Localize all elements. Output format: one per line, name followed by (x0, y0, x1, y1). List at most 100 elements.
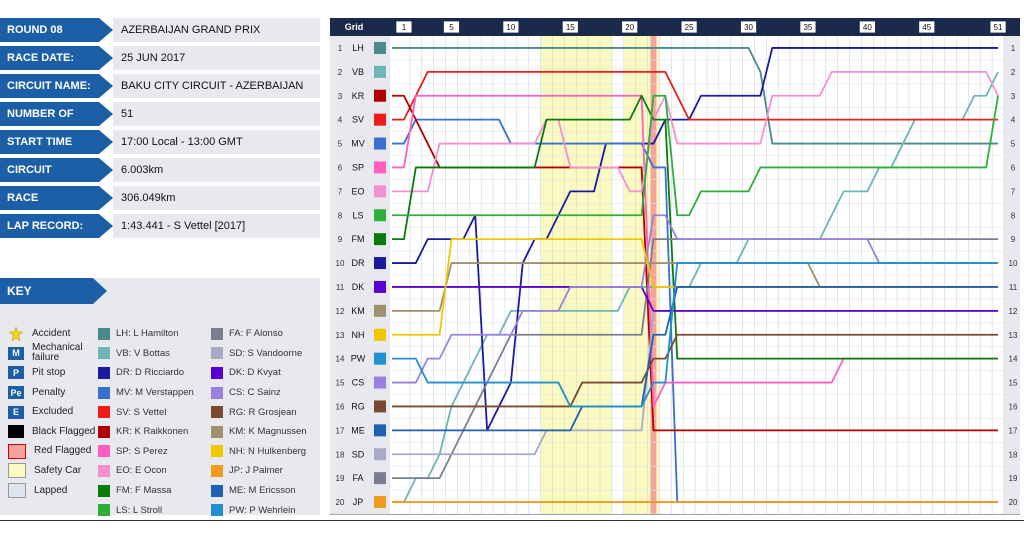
info-row: NUMBER OF LAPS:51 (0, 102, 320, 144)
driver-color-swatch (211, 484, 223, 497)
position-label: 6 (338, 163, 343, 172)
bottom-divider (0, 520, 1024, 521)
position-label: 13 (1009, 331, 1018, 340)
lap-tick-box (989, 20, 1007, 34)
grid-driver-code: PW (351, 354, 366, 364)
grid-header: Grid (345, 22, 364, 32)
driver-line-ls (392, 94, 999, 217)
driver-color-swatch (211, 327, 223, 340)
driver-legend-label: LS: L Stroll (116, 504, 163, 516)
driver-legend-item: PW: P Wehrlein (211, 500, 316, 520)
driver-color-swatch (98, 406, 110, 419)
info-label: START TIME (0, 130, 113, 154)
info-value: 306.049km (113, 186, 320, 210)
info-label: LAP RECORD: (0, 214, 113, 238)
info-value: 1:43.441 - S Vettel [2017] (113, 214, 320, 238)
driver-legend-label: FM: F Massa (116, 485, 172, 497)
lap-tick-box (680, 20, 698, 34)
driver-line-rg (392, 333, 999, 408)
info-value: 51 (113, 102, 320, 126)
grid-driver-swatch (374, 257, 386, 270)
driver-legend-item: SD: S Vandoorne (211, 344, 316, 364)
grid-driver-code: FA (352, 473, 363, 483)
driver-legend-label: JP: J Palmer (229, 465, 283, 477)
grid-driver-code: KR (352, 91, 365, 101)
driver-legend-item: RG: R Grosjean (211, 402, 316, 422)
driver-color-swatch (211, 445, 223, 458)
driver-legend-label: KM: K Magnussen (229, 426, 307, 438)
key-label: Safety Car (34, 464, 82, 476)
grid-driver-code: NH (352, 330, 365, 340)
driver-legend-label: MV: M Verstappen (116, 387, 194, 399)
grid-driver-swatch (374, 280, 386, 293)
driver-legend-label: DK: D Kvyat (229, 367, 281, 379)
info-value: AZERBAIJAN GRAND PRIX (113, 18, 320, 42)
key-item: Accident (8, 324, 104, 344)
driver-color-swatch (98, 464, 110, 477)
position-label: 2 (338, 68, 343, 77)
lap-tick-label: 40 (863, 23, 872, 32)
key-item: Black Flagged (8, 422, 104, 442)
driver-line-pw (392, 262, 999, 408)
driver-legend-label: PW: P Wehrlein (229, 504, 296, 516)
grid-driver-swatch (374, 185, 386, 198)
driver-color-swatch (98, 425, 110, 438)
driver-legend-label: EO: E Ocon (116, 465, 167, 477)
lap-tick-label: 1 (402, 23, 407, 32)
driver-legend-item: ME: M Ericsson (211, 481, 316, 501)
position-label: 5 (338, 140, 343, 149)
safety-car-icon (8, 463, 26, 479)
grid-driver-swatch (374, 65, 386, 78)
driver-color-swatch (98, 347, 110, 360)
key-panel: KEY Accident M Mechanical failure P Pit stop… (0, 278, 320, 517)
position-label: 3 (338, 92, 343, 101)
penalty-icon: Pe (8, 386, 24, 400)
lap-tick-label: 25 (685, 23, 694, 32)
key-label: Accident (32, 327, 71, 339)
grid-driver-code: ME (351, 425, 365, 435)
grid-driver-swatch (374, 233, 386, 246)
lap-tick-box (799, 20, 817, 34)
driver-legend-label: SP: S Perez (116, 445, 168, 457)
race-info-panel: ROUND 08 AZERBAIJAN GRAND PRIX RACE DATE: 2… (0, 18, 320, 242)
chart-header-bar (330, 18, 1020, 36)
info-value: 25 JUN 2017 (113, 46, 320, 70)
position-label: 20 (336, 498, 345, 507)
driver-legend-item: DK: D Kvyat (211, 363, 316, 383)
driver-line-dk (392, 286, 999, 312)
driver-legend-item: MV: M Verstappen (98, 383, 203, 403)
info-row: RACE DATE: 25 JUN 2017 (0, 46, 320, 70)
grid-driver-code: EO (351, 186, 364, 196)
position-label: 7 (338, 187, 343, 196)
position-label: 14 (1009, 355, 1018, 364)
driver-line-eo (392, 70, 999, 193)
driver-legend-item: LS: L Stroll (98, 500, 203, 520)
driver-color-swatch (98, 504, 110, 517)
info-value: 6.003km (113, 158, 320, 182)
lap-tick-box (395, 20, 413, 34)
key-item: P Pit stop (8, 363, 104, 383)
driver-color-swatch (98, 386, 110, 399)
key-label: Lapped (34, 484, 68, 496)
grid-driver-swatch (374, 209, 386, 222)
position-label: 5 (1011, 140, 1016, 149)
driver-legend-item: SV: S Vettel (98, 402, 203, 422)
grid-driver-swatch (374, 89, 386, 102)
driver-color-swatch (98, 327, 110, 340)
driver-color-swatch (98, 445, 110, 458)
driver-legend-label: NH: N Hulkenberg (229, 445, 307, 457)
key-label: Black Flagged (32, 425, 96, 437)
driver-legend-label: LH: L Hamilton (116, 328, 179, 340)
lap-tick-box (740, 20, 757, 34)
mechanical-failure-icon: M (8, 346, 24, 360)
key-label: Excluded (32, 406, 74, 418)
position-label: 17 (1009, 426, 1018, 435)
position-label: 1 (338, 44, 343, 53)
lap-chart: Grid 1 5 10 15 20 25 30 35 40 45 511 12 23 34 45 56 67 78 8… (330, 18, 1020, 515)
position-label: 4 (338, 116, 343, 125)
grid-driver-swatch (374, 424, 386, 437)
grid-driver-code: DK (352, 282, 365, 292)
info-label: CIRCUIT NAME: (0, 74, 113, 98)
grid-driver-swatch (374, 496, 386, 509)
grid-driver-swatch (374, 400, 386, 413)
